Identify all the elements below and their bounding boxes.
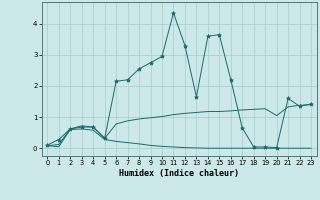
- X-axis label: Humidex (Indice chaleur): Humidex (Indice chaleur): [119, 169, 239, 178]
